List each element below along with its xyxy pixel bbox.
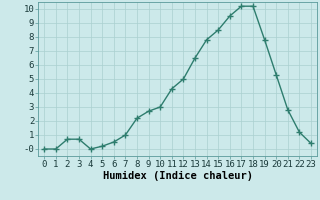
X-axis label: Humidex (Indice chaleur): Humidex (Indice chaleur) xyxy=(103,171,252,181)
